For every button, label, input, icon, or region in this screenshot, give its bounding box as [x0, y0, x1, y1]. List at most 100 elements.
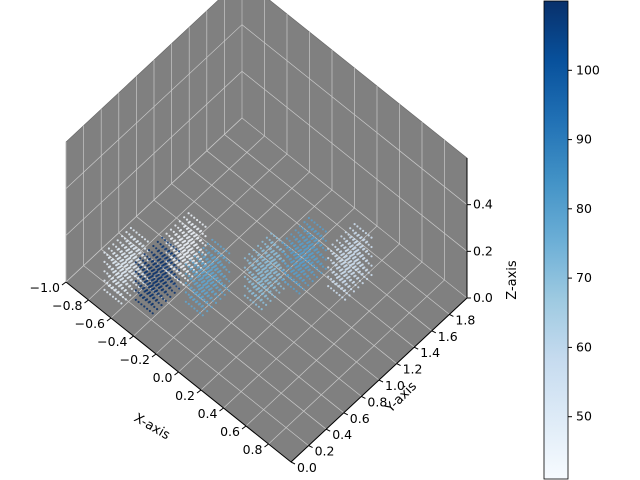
- data-point: [195, 261, 198, 264]
- data-point: [327, 275, 330, 278]
- data-point: [319, 225, 322, 229]
- data-point: [350, 288, 353, 291]
- data-point: [345, 282, 348, 285]
- data-point: [121, 258, 125, 261]
- data-point: [187, 274, 190, 278]
- data-point: [135, 274, 138, 277]
- data-point: [341, 277, 344, 280]
- data-point: [126, 239, 129, 242]
- data-point: [124, 260, 127, 264]
- data-point: [292, 269, 295, 272]
- data-point: [356, 240, 359, 243]
- data-point: [214, 292, 218, 295]
- data-point: [197, 236, 200, 239]
- data-point: [135, 255, 138, 258]
- data-point: [220, 291, 224, 294]
- data-point: [358, 270, 361, 273]
- data-point: [196, 309, 199, 312]
- data-point: [175, 276, 178, 279]
- data-point: [157, 249, 161, 252]
- data-point: [121, 268, 125, 271]
- data-point: [215, 249, 218, 252]
- data-point: [335, 273, 338, 276]
- data-point: [129, 226, 132, 230]
- data-point: [259, 247, 262, 250]
- data-point: [363, 247, 366, 250]
- data-point: [289, 276, 292, 279]
- data-point: [344, 231, 347, 234]
- data-point: [184, 272, 187, 275]
- data-point: [192, 261, 195, 264]
- data-point: [206, 257, 209, 260]
- data-point: [216, 267, 219, 270]
- data-point: [299, 276, 303, 279]
- data-point: [190, 277, 193, 280]
- data-point: [273, 258, 276, 261]
- data-point: [315, 248, 319, 251]
- data-point: [212, 299, 215, 302]
- data-point: [175, 285, 178, 288]
- data-point: [271, 256, 274, 259]
- data-point: [196, 291, 199, 294]
- data-point: [191, 265, 194, 269]
- data-point: [193, 255, 196, 258]
- data-point: [120, 250, 123, 253]
- data-point: [148, 281, 151, 285]
- data-point: [109, 265, 112, 268]
- colorbar: [543, 0, 569, 480]
- data-point: [223, 293, 226, 296]
- x-tick-mark: [106, 317, 112, 322]
- data-point: [114, 279, 117, 282]
- data-point: [130, 278, 133, 281]
- data-point: [295, 280, 298, 283]
- data-point: [357, 233, 360, 237]
- data-point: [119, 241, 122, 244]
- data-point: [190, 295, 193, 298]
- data-point: [178, 287, 181, 290]
- y-tick-label: 0.2: [315, 444, 335, 459]
- data-point: [156, 270, 159, 273]
- data-point: [304, 253, 307, 257]
- data-point: [201, 304, 204, 307]
- data-point: [193, 307, 196, 310]
- data-point: [143, 286, 146, 289]
- data-point: [220, 272, 224, 275]
- data-point: [106, 263, 109, 266]
- data-point: [113, 251, 116, 255]
- y-tick-label: 1.2: [403, 362, 423, 377]
- x-tick-label: 0.4: [198, 406, 218, 421]
- data-point: [257, 277, 260, 280]
- data-point: [111, 295, 115, 298]
- data-point: [201, 251, 204, 254]
- data-point: [321, 265, 325, 268]
- data-point: [249, 280, 252, 283]
- data-point: [157, 301, 160, 304]
- data-point: [162, 278, 165, 282]
- data-point: [327, 247, 330, 250]
- data-point: [269, 299, 272, 302]
- data-point: [317, 232, 320, 235]
- data-point: [173, 254, 176, 257]
- data-point: [188, 220, 191, 223]
- data-point: [302, 260, 305, 263]
- data-point: [190, 229, 193, 232]
- data-point: [297, 231, 300, 234]
- data-point: [117, 262, 120, 265]
- data-point: [317, 241, 320, 244]
- data-point: [341, 243, 344, 247]
- data-point: [103, 270, 106, 273]
- data-point: [289, 257, 292, 260]
- data-point: [194, 263, 198, 266]
- data-point: [122, 243, 125, 246]
- data-point: [308, 277, 311, 280]
- data-point: [144, 261, 147, 264]
- data-point: [159, 243, 162, 246]
- data-point: [114, 288, 117, 291]
- data-point: [153, 296, 156, 299]
- data-point: [320, 234, 323, 237]
- data-point: [182, 283, 185, 286]
- data-point: [179, 228, 183, 232]
- data-point: [134, 261, 137, 264]
- y-tick-mark: [290, 461, 296, 465]
- data-point: [354, 246, 357, 249]
